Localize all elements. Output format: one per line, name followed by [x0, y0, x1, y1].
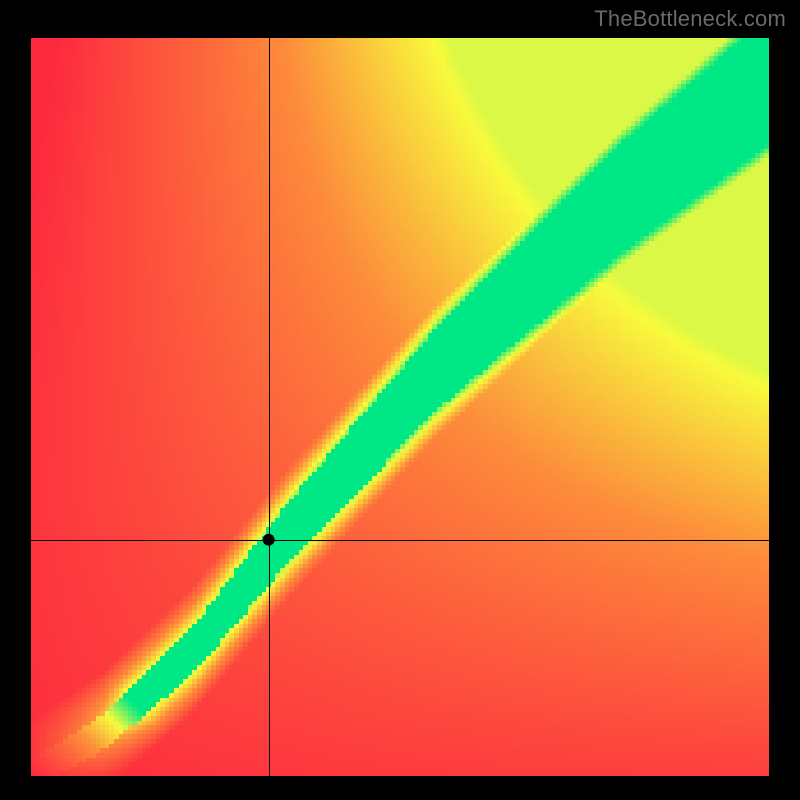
heatmap-canvas — [31, 38, 769, 776]
chart-container: TheBottleneck.com — [0, 0, 800, 800]
plot-area — [31, 38, 769, 776]
watermark-text: TheBottleneck.com — [594, 6, 786, 32]
